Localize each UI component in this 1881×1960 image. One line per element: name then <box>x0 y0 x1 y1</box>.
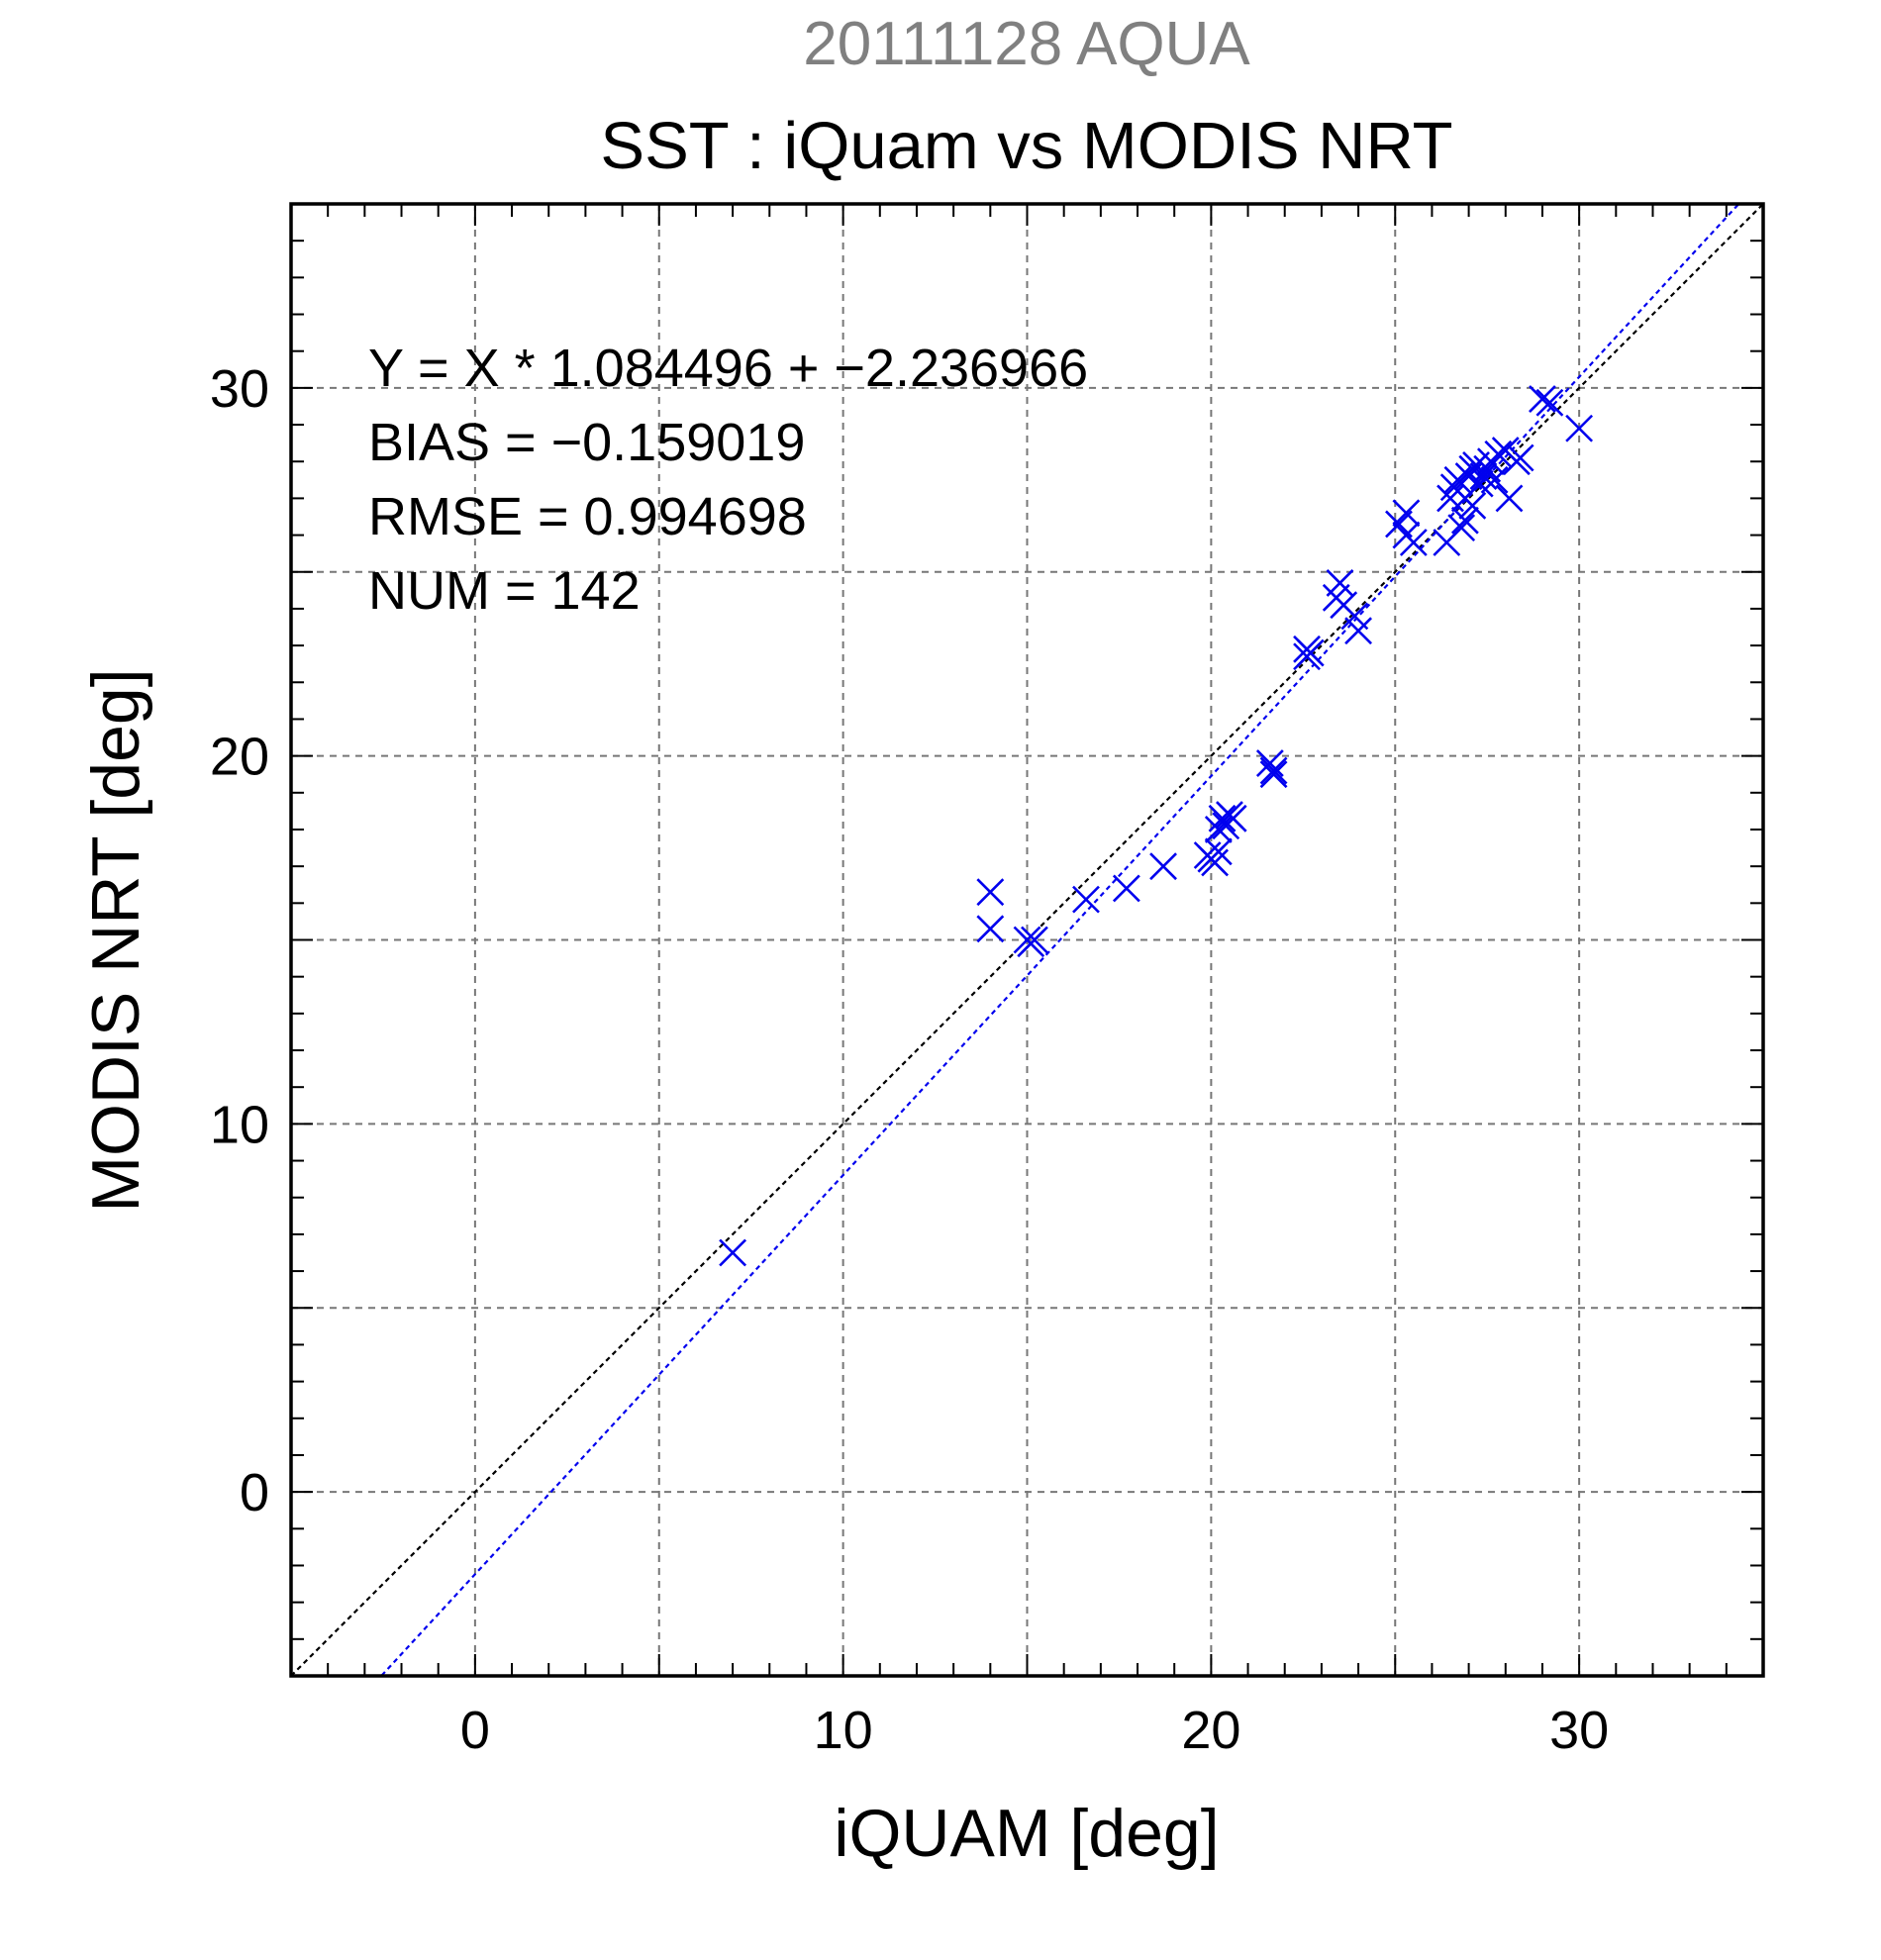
chart-suptitle: 20111128 AQUA <box>803 10 1250 78</box>
data-point <box>1436 484 1464 513</box>
x-tick-label: 30 <box>1549 1701 1609 1760</box>
data-point <box>976 878 1005 907</box>
plot-frame <box>289 202 1765 1678</box>
reference-lines <box>291 204 1763 1676</box>
y-tick-label: 0 <box>240 1463 269 1522</box>
data-point <box>1495 484 1524 513</box>
data-point <box>976 915 1005 943</box>
x-tick-label: 0 <box>460 1701 490 1760</box>
data-point <box>1447 514 1476 542</box>
y-tick-label: 20 <box>210 728 269 787</box>
rmse-text: RMSE = 0.994698 <box>368 487 807 546</box>
x-tick-label: 20 <box>1181 1701 1240 1760</box>
count-text: NUM = 142 <box>368 561 641 621</box>
grid-lines <box>291 204 1763 1676</box>
data-point <box>1259 760 1288 789</box>
x-tick-labels: 0 10 20 30 <box>460 1701 1609 1760</box>
y-tick-label: 30 <box>210 359 269 419</box>
data-point <box>1112 874 1140 903</box>
data-point <box>1565 414 1594 442</box>
y-axis-label: MODIS NRT [deg] <box>78 668 153 1212</box>
data-point <box>1219 804 1247 833</box>
data-point <box>1484 440 1513 468</box>
data-point <box>1259 756 1288 785</box>
data-point <box>1072 885 1100 914</box>
data-points <box>719 385 1594 1267</box>
data-point <box>1469 462 1498 491</box>
data-point <box>1399 529 1428 556</box>
data-point <box>1506 443 1534 472</box>
fit-equation-text: Y = X * 1.084496 + −2.236966 <box>368 339 1088 398</box>
y-tick-labels: 0 10 20 30 <box>210 359 269 1522</box>
data-point <box>1021 926 1048 954</box>
stats-annotation: Y = X * 1.084496 + −2.236966 BIAS = −0.1… <box>368 339 1088 621</box>
minor-ticks <box>291 204 1763 1676</box>
data-point <box>1480 465 1509 494</box>
data-point <box>1293 642 1321 671</box>
data-point <box>1149 852 1177 881</box>
data-point <box>1201 848 1230 877</box>
bias-text: BIAS = −0.159019 <box>368 413 805 472</box>
fit-line <box>379 204 1740 1676</box>
data-point <box>1535 388 1564 417</box>
data-point <box>1326 568 1354 597</box>
x-tick-label: 10 <box>814 1701 873 1760</box>
x-axis-label: iQUAM [deg] <box>834 1796 1219 1871</box>
data-point <box>1204 816 1233 843</box>
data-point <box>1443 465 1472 494</box>
data-point <box>1344 617 1372 645</box>
data-point <box>1529 385 1556 413</box>
data-point <box>1450 506 1479 535</box>
data-point <box>719 1238 747 1267</box>
data-point <box>1458 491 1487 520</box>
data-point <box>1392 499 1421 528</box>
data-point <box>1204 837 1233 866</box>
data-point <box>1255 749 1284 777</box>
chart-title: SST : iQuam vs MODIS NRT <box>600 109 1452 183</box>
data-point <box>1208 804 1237 833</box>
y-tick-label: 10 <box>210 1095 269 1154</box>
